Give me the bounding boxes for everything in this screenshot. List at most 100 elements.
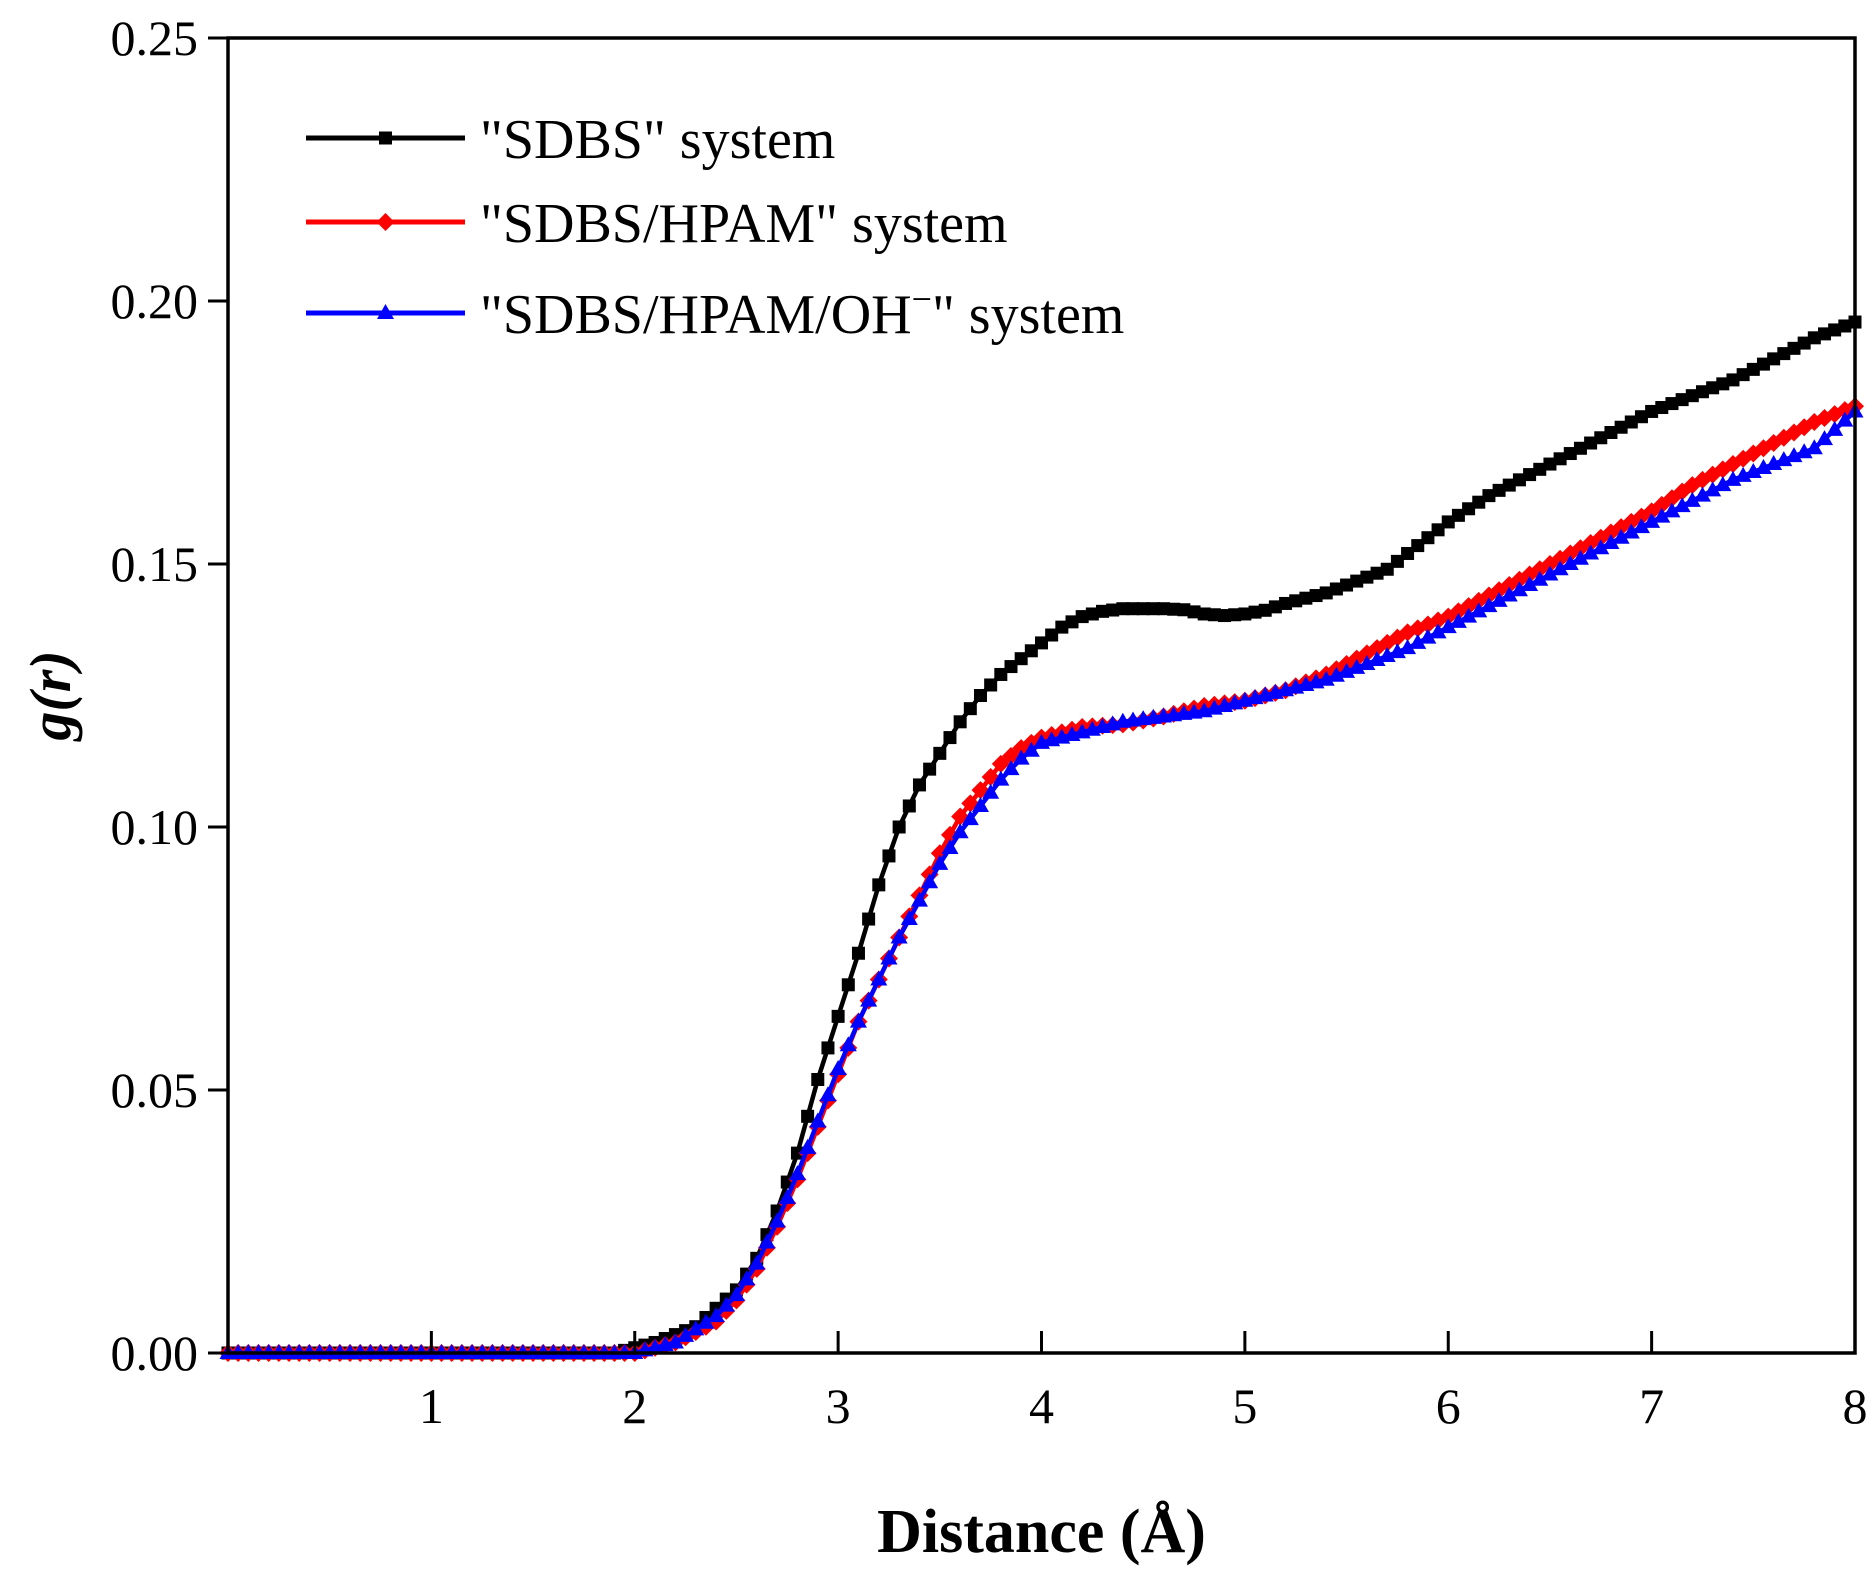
data-point	[1582, 544, 1600, 560]
data-point	[910, 891, 928, 907]
data-point	[811, 1072, 825, 1086]
data-point	[1634, 410, 1648, 424]
data-point	[1348, 658, 1366, 674]
data-point	[870, 970, 888, 986]
data-point	[890, 928, 908, 944]
data-point	[1431, 523, 1445, 537]
data-point	[1358, 654, 1376, 670]
data-point	[1035, 636, 1048, 650]
data-point	[1409, 633, 1427, 649]
x-axis-title: Distance (Å)	[877, 1498, 1206, 1566]
data-point	[1177, 603, 1191, 617]
data-point	[1836, 411, 1854, 427]
data-point	[1563, 447, 1577, 461]
data-point	[912, 778, 926, 792]
data-point	[953, 715, 967, 729]
data-point	[961, 810, 979, 826]
data-point	[1624, 415, 1638, 429]
data-point	[1449, 612, 1467, 628]
data-point	[697, 1313, 715, 1329]
data-point	[984, 678, 998, 692]
data-point	[1561, 555, 1579, 570]
data-point	[1541, 565, 1559, 581]
data-point	[1512, 473, 1526, 487]
legend: "SDBS" system "SDBS/HPAM" system "SDBS/HPA…	[306, 109, 1124, 346]
data-point	[799, 1138, 817, 1154]
data-point	[1136, 602, 1150, 616]
x-tick-label: 2	[622, 1378, 647, 1434]
data-point	[1441, 515, 1455, 529]
x-tick-label: 7	[1639, 1378, 1664, 1434]
series-layer	[219, 315, 1864, 1362]
data-point	[1126, 602, 1140, 616]
data-point	[1024, 644, 1038, 658]
data-point	[1765, 455, 1783, 471]
data-point	[1319, 586, 1333, 600]
data-point	[1767, 352, 1781, 366]
data-point	[738, 1270, 756, 1286]
data-point	[1815, 430, 1833, 446]
data-point	[1807, 331, 1821, 345]
data-point	[923, 762, 937, 776]
legend-label: "SDBS/HPAM" system	[480, 193, 1008, 255]
data-point	[1551, 560, 1569, 576]
data-point	[1462, 502, 1476, 516]
y-axis-title: g(r)	[18, 650, 83, 742]
x-tick-label: 4	[1029, 1378, 1054, 1434]
data-point	[1683, 491, 1701, 507]
data-point	[1746, 362, 1760, 376]
data-point	[1085, 607, 1099, 621]
y-tick-label: 0.05	[111, 1062, 199, 1118]
data-point	[1187, 605, 1201, 619]
data-point	[1756, 357, 1770, 371]
data-point	[778, 1188, 796, 1204]
data-point	[1268, 600, 1282, 614]
data-point	[790, 1146, 804, 1160]
data-point	[1622, 523, 1640, 539]
data-point	[1197, 607, 1211, 621]
data-point	[872, 878, 886, 892]
data-point	[941, 839, 959, 855]
data-point	[1022, 741, 1040, 757]
data-point	[1653, 507, 1671, 523]
data-point	[1643, 512, 1661, 528]
data-point	[943, 731, 957, 745]
data-point	[1704, 481, 1722, 497]
data-point	[1602, 533, 1620, 549]
data-point	[1238, 607, 1252, 621]
data-point	[1116, 602, 1130, 616]
data-point	[809, 1112, 827, 1128]
data-point	[1004, 660, 1018, 674]
data-point	[1451, 508, 1465, 522]
data-point	[1327, 666, 1345, 682]
data-point	[971, 796, 989, 812]
data-point	[1533, 462, 1547, 476]
data-point	[1543, 457, 1557, 471]
data-point	[819, 1086, 837, 1102]
data-point	[1594, 431, 1608, 445]
data-point	[1726, 373, 1740, 387]
data-point	[1055, 620, 1069, 634]
legend-label: "SDBS" system	[480, 109, 835, 171]
data-point	[1429, 623, 1447, 639]
data-point	[882, 849, 896, 863]
data-point	[1573, 441, 1587, 455]
data-point	[1012, 749, 1030, 765]
data-point	[1360, 570, 1374, 584]
x-tick-label: 3	[826, 1378, 851, 1434]
data-point	[951, 823, 969, 839]
data-point	[1207, 608, 1221, 622]
data-point	[1645, 404, 1659, 418]
x-tick-label: 8	[1843, 1378, 1868, 1434]
legend-item-3: "SDBS/HPAM/OH−" system	[306, 279, 1124, 346]
data-point	[902, 799, 916, 813]
data-point	[1502, 478, 1516, 492]
data-point	[1317, 670, 1335, 686]
data-point	[1460, 607, 1478, 623]
data-point	[1521, 576, 1539, 592]
data-point	[831, 1009, 845, 1023]
data-point	[1258, 603, 1272, 617]
data-point	[1714, 476, 1732, 492]
data-point	[994, 667, 1008, 681]
